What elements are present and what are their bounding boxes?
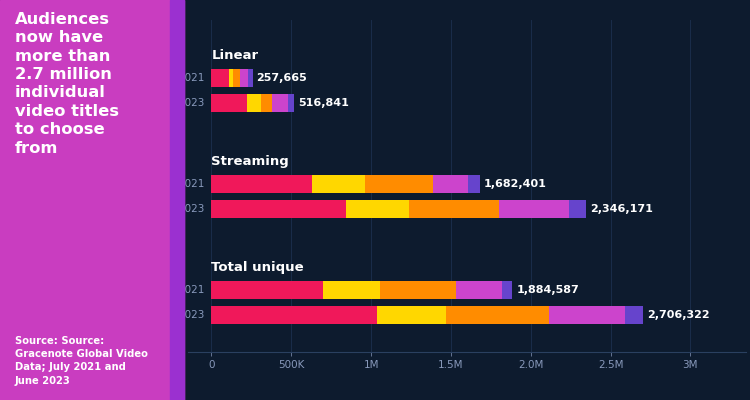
Bar <box>211 175 312 194</box>
Bar <box>287 94 294 112</box>
Bar <box>433 175 469 194</box>
Text: 2023: 2023 <box>178 98 205 108</box>
Bar <box>211 306 377 324</box>
Bar <box>625 306 644 324</box>
Bar <box>549 306 625 324</box>
Text: 2021: 2021 <box>178 285 205 295</box>
Text: 257,665: 257,665 <box>256 73 307 83</box>
Text: 2021: 2021 <box>178 73 205 83</box>
Bar <box>377 306 446 324</box>
Bar <box>211 94 248 112</box>
Bar <box>261 94 272 112</box>
Bar <box>272 94 287 112</box>
Bar <box>239 69 248 88</box>
Bar <box>233 69 239 88</box>
Bar <box>457 281 502 299</box>
Bar <box>211 69 229 88</box>
Bar <box>502 281 512 299</box>
Text: 2023: 2023 <box>178 204 205 214</box>
Bar <box>248 69 253 88</box>
Bar <box>499 200 569 218</box>
Bar <box>410 200 499 218</box>
Text: 1,884,587: 1,884,587 <box>516 285 579 295</box>
Bar <box>323 281 380 299</box>
Text: Linear: Linear <box>211 49 259 62</box>
Text: Streaming: Streaming <box>211 155 290 168</box>
Bar <box>446 306 549 324</box>
Text: 2,706,322: 2,706,322 <box>647 310 710 320</box>
Text: 1,682,401: 1,682,401 <box>484 179 547 189</box>
Text: 2021: 2021 <box>178 179 205 189</box>
Bar <box>380 281 457 299</box>
Bar <box>229 69 233 88</box>
Text: Source: Source:
Gracenote Global Video
Data; July 2021 and
June 2023: Source: Source: Gracenote Global Video D… <box>15 336 148 386</box>
Text: 516,841: 516,841 <box>298 98 349 108</box>
Bar <box>364 175 434 194</box>
Bar <box>211 200 346 218</box>
Bar <box>211 281 323 299</box>
Bar <box>248 94 261 112</box>
Text: Audiences
now have
more than
2.7 million
individual
video titles
to choose
from: Audiences now have more than 2.7 million… <box>15 12 119 156</box>
Text: 2023: 2023 <box>178 310 205 320</box>
Bar <box>569 200 586 218</box>
Bar <box>346 200 410 218</box>
Text: Total unique: Total unique <box>211 261 304 274</box>
Bar <box>469 175 480 194</box>
Text: 2,346,171: 2,346,171 <box>590 204 652 214</box>
Bar <box>312 175 364 194</box>
